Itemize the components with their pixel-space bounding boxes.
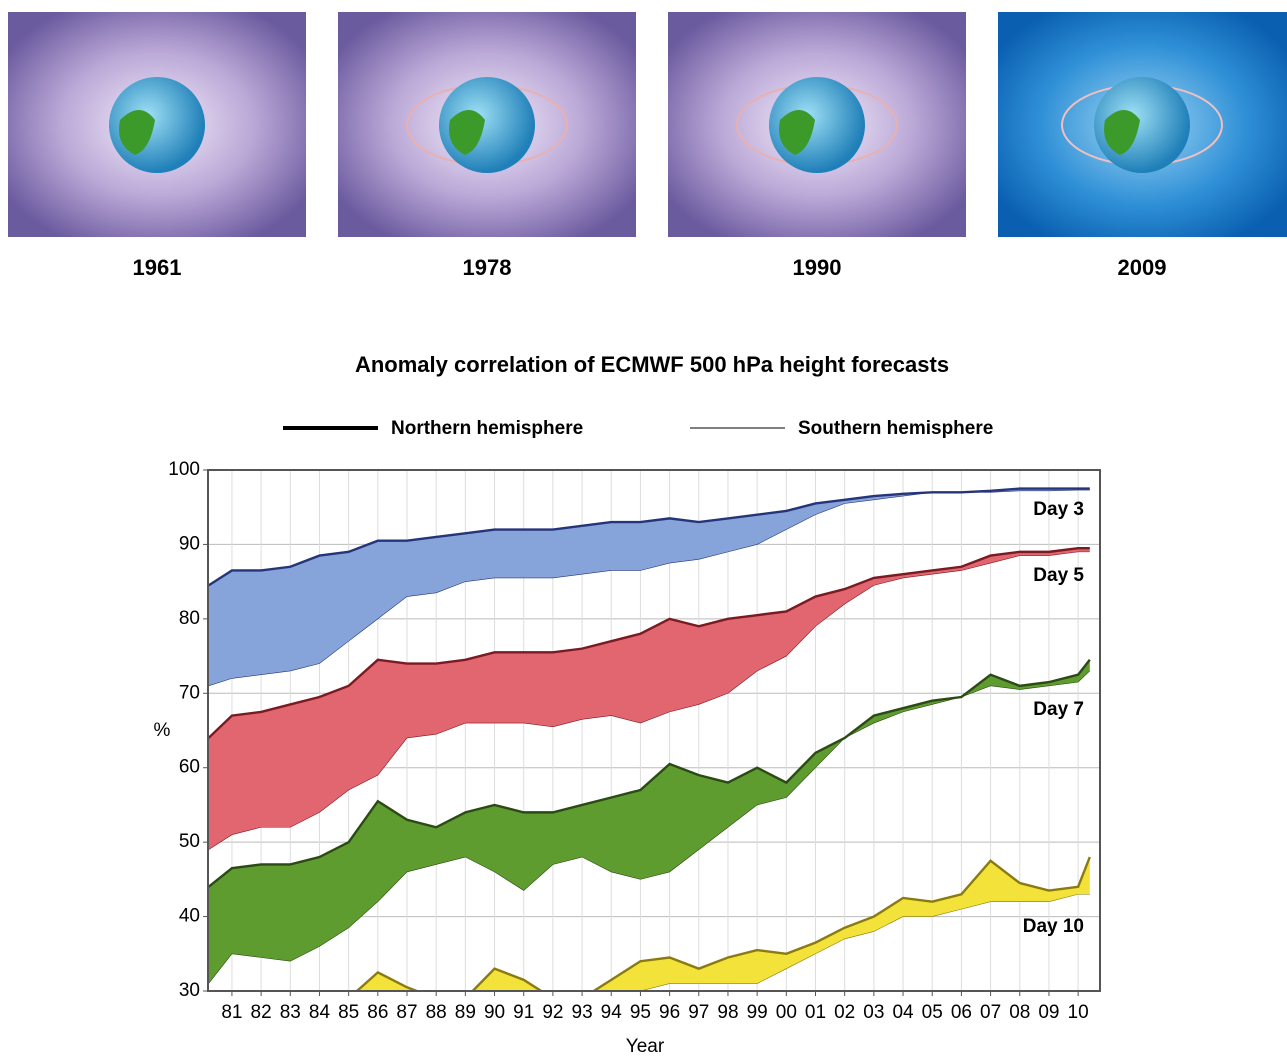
y-tick-label: 70 — [179, 682, 200, 703]
image-label: 2009 — [1118, 255, 1167, 280]
y-tick-label: 90 — [179, 533, 200, 554]
image-2009 — [998, 12, 1287, 237]
band-label: Day 5 — [1033, 565, 1084, 586]
x-tick-label: 93 — [572, 1002, 593, 1023]
southern-line — [377, 893, 1090, 991]
band-fill — [208, 659, 1090, 984]
x-tick-label: 91 — [513, 1002, 534, 1023]
x-tick-label: 09 — [1038, 1002, 1059, 1023]
x-tick-label: 94 — [601, 1002, 623, 1023]
x-tick-label: 87 — [396, 1002, 417, 1023]
plot-frame — [207, 469, 1101, 992]
x-tick-label: 06 — [951, 1002, 972, 1023]
x-tick-label: 84 — [309, 1002, 331, 1023]
band-label: Day 3 — [1033, 499, 1084, 520]
image-label: 1990 — [793, 255, 842, 280]
x-tick-label: 96 — [659, 1002, 680, 1023]
y-tick-label: 30 — [179, 980, 200, 1001]
band-label: Day 7 — [1033, 699, 1084, 720]
northern-line — [355, 856, 1091, 991]
x-tick-label: 02 — [834, 1002, 855, 1023]
band-fill — [356, 857, 1090, 991]
x-tick-label: 03 — [863, 1002, 884, 1023]
plot — [208, 487, 1091, 991]
chart-title: Anomaly correlation of ECMWF 500 hPa hei… — [355, 352, 949, 377]
image-1978 — [338, 12, 636, 237]
x-tick-label: 05 — [922, 1002, 943, 1023]
x-tick-label: 83 — [280, 1002, 301, 1023]
x-tick-label: 04 — [892, 1002, 914, 1023]
x-tick-label: 07 — [980, 1002, 1001, 1023]
southern-line — [208, 551, 1090, 850]
x-tick-label: 92 — [542, 1002, 563, 1023]
x-tick-label: 85 — [338, 1002, 359, 1023]
southern-line — [208, 670, 1090, 984]
x-tick-label: 89 — [455, 1002, 476, 1023]
y-axis-label: % — [154, 720, 171, 741]
y-tick-label: 100 — [168, 459, 200, 480]
x-axis-label: Year — [626, 1036, 665, 1057]
image-1990 — [668, 12, 966, 237]
legend-label: Northern hemisphere — [391, 418, 583, 439]
y-tick-label: 40 — [179, 906, 200, 927]
legend-label: Southern hemisphere — [798, 418, 993, 439]
x-tick-label: 01 — [805, 1002, 826, 1023]
x-tick-label: 86 — [367, 1002, 388, 1023]
y-tick-label: 60 — [179, 757, 200, 778]
x-tick-label: 98 — [717, 1002, 738, 1023]
image-label: 1961 — [133, 255, 182, 280]
x-tick-label: 10 — [1068, 1002, 1089, 1023]
y-tick-label: 80 — [179, 608, 200, 629]
band-fill — [208, 488, 1090, 686]
x-tick-label: 81 — [221, 1002, 242, 1023]
y-tick-label: 50 — [179, 831, 200, 852]
image-1961 — [8, 12, 306, 237]
x-tick-label: 97 — [688, 1002, 709, 1023]
x-tick-label: 90 — [484, 1002, 505, 1023]
band-fill — [208, 548, 1090, 850]
x-tick-label: 95 — [630, 1002, 651, 1023]
x-tick-label: 82 — [251, 1002, 272, 1023]
band-label: Day 10 — [1023, 916, 1084, 937]
x-tick-label: 08 — [1009, 1002, 1030, 1023]
northern-line — [208, 546, 1090, 739]
x-tick-label: 99 — [747, 1002, 768, 1023]
southern-line — [208, 489, 1090, 687]
x-tick-label: 00 — [776, 1002, 797, 1023]
image-label: 1978 — [463, 255, 512, 280]
x-tick-label: 88 — [426, 1002, 447, 1023]
northern-line — [208, 659, 1091, 888]
